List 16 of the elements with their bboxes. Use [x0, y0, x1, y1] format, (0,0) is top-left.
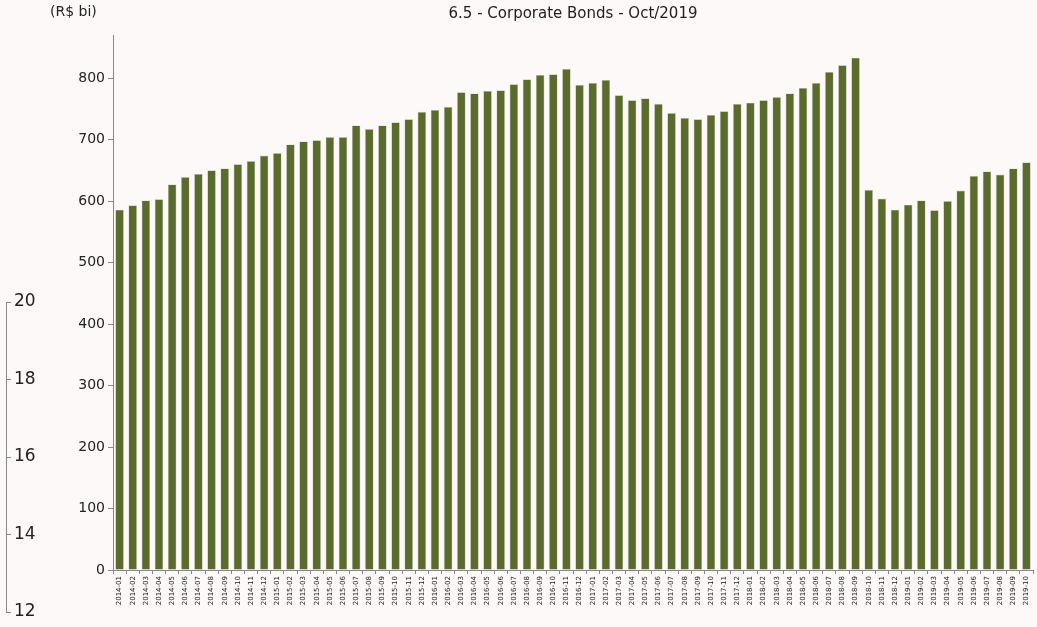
y-tick-label: 700	[78, 130, 105, 147]
y-axis-title: (R$ bi)	[50, 2, 97, 19]
y-tick-label: 300	[78, 376, 105, 393]
y2-tick-label: 18	[14, 367, 36, 388]
y-tick-label: 400	[78, 314, 105, 331]
y-tick-label: 600	[78, 191, 105, 208]
y-tick-label: 500	[78, 253, 105, 270]
y2-tick-label: 20	[14, 290, 36, 311]
y2-tick-label: 16	[14, 445, 36, 466]
chart-title: 6.5 - Corporate Bonds - Oct/2019	[448, 3, 698, 22]
y-tick-label: 0	[96, 560, 105, 577]
y2-tick-label: 14	[14, 522, 36, 543]
y-tick-label: 100	[78, 499, 105, 516]
y-tick-label: 200	[78, 437, 105, 454]
y-tick-label: 800	[78, 68, 105, 85]
y2-tick-label: 12	[14, 600, 36, 621]
